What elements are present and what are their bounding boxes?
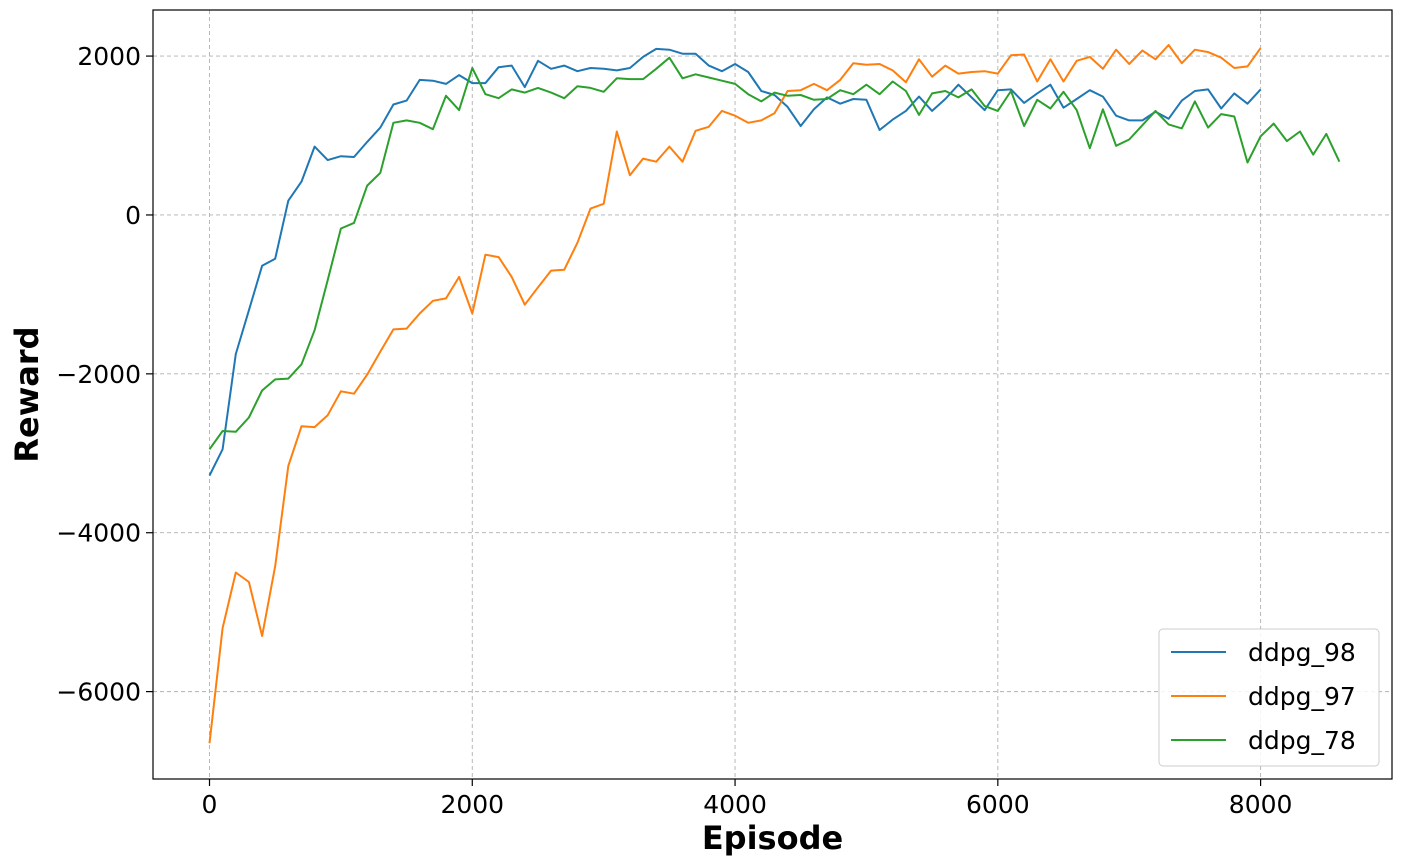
y-axis-ticks: −6000 −4000 −2000 0 2000 xyxy=(56,42,153,707)
x-axis-title: Episode xyxy=(702,819,843,857)
series-line-ddpg-98 xyxy=(208,47,1262,476)
y-tick-label: −4000 xyxy=(56,519,141,548)
legend-box xyxy=(1158,628,1380,767)
x-tick-label: 6000 xyxy=(966,790,1030,819)
legend: ddpg_98 ddpg_97 ddpg_78 xyxy=(1158,628,1380,767)
x-tick-label: 4000 xyxy=(703,790,767,819)
x-tick-label: 8000 xyxy=(1229,790,1293,819)
y-tick-label: 2000 xyxy=(77,42,141,71)
legend-label: ddpg_97 xyxy=(1248,682,1356,711)
legend-label: ddpg_98 xyxy=(1248,638,1356,667)
series-line-ddpg-78 xyxy=(208,56,1341,450)
x-tick-label: 2000 xyxy=(440,790,504,819)
series-lines xyxy=(208,44,1341,744)
y-tick-label: 0 xyxy=(125,201,141,230)
x-tick-label: 0 xyxy=(202,790,218,819)
plot-frame xyxy=(152,9,1393,780)
x-axis-ticks: 0 2000 4000 6000 8000 xyxy=(202,779,1293,819)
y-tick-label: −6000 xyxy=(56,678,141,707)
y-tick-label: −2000 xyxy=(56,360,141,389)
y-axis-title: Reward xyxy=(8,326,46,462)
series-line-ddpg-97 xyxy=(208,44,1262,744)
legend-label: ddpg_78 xyxy=(1248,726,1356,755)
